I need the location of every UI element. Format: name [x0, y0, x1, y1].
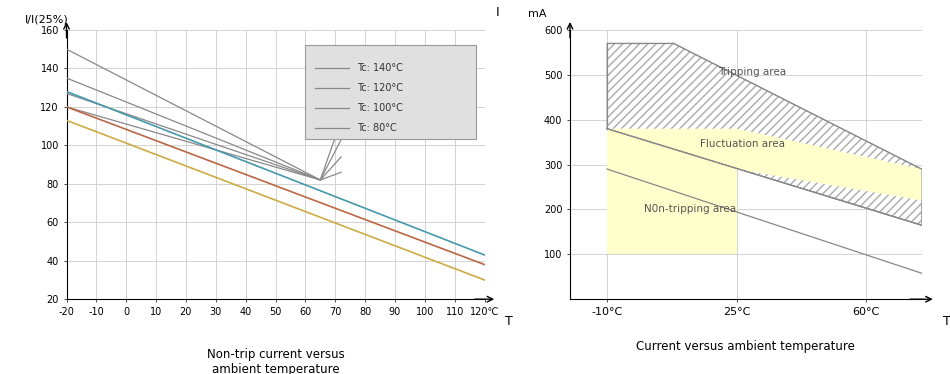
Polygon shape	[607, 169, 736, 254]
Text: T: T	[942, 315, 950, 328]
Text: I/I(25%): I/I(25%)	[25, 15, 68, 25]
Text: Tc: 120°C: Tc: 120°C	[357, 83, 403, 93]
Text: N0n-tripping area: N0n-tripping area	[644, 204, 736, 214]
Polygon shape	[607, 129, 922, 200]
FancyBboxPatch shape	[305, 45, 476, 139]
Text: Tc: 100°C: Tc: 100°C	[357, 103, 403, 113]
Text: mA: mA	[528, 9, 546, 19]
Polygon shape	[607, 43, 922, 225]
Text: Current versus ambient temperature: Current versus ambient temperature	[636, 340, 855, 353]
Text: T: T	[505, 315, 513, 328]
Text: Tc: 80°C: Tc: 80°C	[357, 123, 397, 133]
Text: I: I	[496, 6, 500, 19]
Text: Tc: 140°C: Tc: 140°C	[357, 62, 403, 73]
Text: Tripping area: Tripping area	[718, 67, 787, 77]
Text: Non-trip current versus
ambient temperature: Non-trip current versus ambient temperat…	[207, 348, 344, 374]
Text: Fluctuation area: Fluctuation area	[699, 139, 785, 148]
